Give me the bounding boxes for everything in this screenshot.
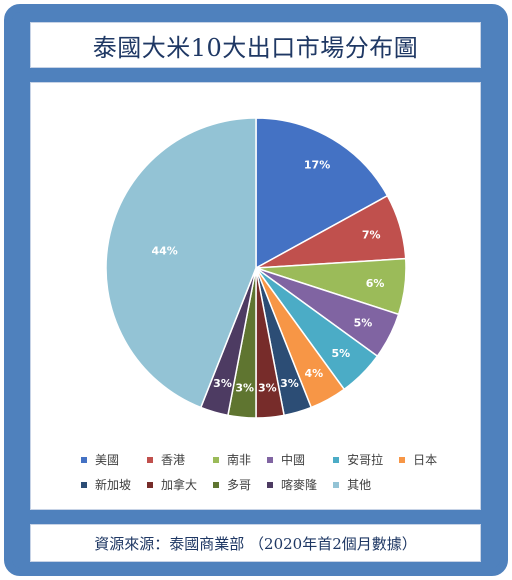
legend-label: 安哥拉 xyxy=(347,453,384,467)
legend-label: 香港 xyxy=(161,453,186,467)
legend-label: 新加坡 xyxy=(95,478,132,492)
source-panel: 資源來源：泰國商業部 （2020年首2個月數據） xyxy=(30,524,481,562)
legend-item-6: 新加坡 xyxy=(81,476,131,493)
data-label-5: 4% xyxy=(304,367,323,380)
legend-label: 美國 xyxy=(95,453,120,467)
legend-swatch xyxy=(147,481,154,488)
data-label-8: 3% xyxy=(235,381,254,394)
legend-label: 加拿大 xyxy=(161,478,198,492)
legend-item-0: 美國 xyxy=(81,451,131,468)
legend-item-3: 中國 xyxy=(267,451,317,468)
data-label-2: 6% xyxy=(366,277,385,290)
legend-label: 其他 xyxy=(347,478,372,492)
legend-swatch xyxy=(267,481,274,488)
legend-item-9: 喀麥隆 xyxy=(267,476,317,493)
data-label-10: 44% xyxy=(151,245,177,258)
data-label-4: 5% xyxy=(332,347,351,360)
legend-swatch xyxy=(213,481,220,488)
data-label-9: 3% xyxy=(213,377,232,390)
pie-chart: 17%7%6%5%5%4%3%3%3%3%44% xyxy=(105,117,407,419)
source-note: 資源來源：泰國商業部 （2020年首2個月數據） xyxy=(94,534,417,553)
chart-legend: 美國 香港 南非 中國 安哥拉 日本新加坡 加拿大 多哥 喀麥隆 其他 xyxy=(81,451,481,493)
data-label-7: 3% xyxy=(258,381,277,394)
legend-label: 南非 xyxy=(227,453,252,467)
legend-item-2: 南非 xyxy=(213,451,251,468)
legend-item-10: 其他 xyxy=(333,476,383,493)
legend-label: 日本 xyxy=(413,453,438,467)
legend-label: 中國 xyxy=(281,453,306,467)
legend-swatch xyxy=(333,481,340,488)
legend-swatch xyxy=(81,456,87,463)
legend-swatch xyxy=(213,456,220,463)
legend-item-8: 多哥 xyxy=(213,476,251,493)
legend-item-4: 安哥拉 xyxy=(333,451,383,468)
data-label-0: 17% xyxy=(304,159,330,172)
legend-swatch xyxy=(81,481,87,488)
legend-item-5: 日本 xyxy=(399,451,437,468)
data-label-6: 3% xyxy=(280,377,299,390)
pie-slice-0 xyxy=(255,117,389,270)
legend-swatch xyxy=(147,456,154,463)
pie-slice-10 xyxy=(105,117,257,409)
legend-label: 多哥 xyxy=(227,478,252,492)
legend-swatch xyxy=(333,456,340,463)
legend-swatch xyxy=(267,456,274,463)
legend-label: 喀麥隆 xyxy=(281,478,318,492)
legend-swatch xyxy=(399,456,406,463)
title-panel: 泰國大米10大出口市場分布圖 xyxy=(30,22,481,68)
legend-item-1: 香港 xyxy=(147,451,197,468)
data-label-1: 7% xyxy=(362,229,381,242)
chart-title: 泰國大米10大出口市場分布圖 xyxy=(92,33,419,62)
data-label-3: 5% xyxy=(354,316,373,329)
legend-item-7: 加拿大 xyxy=(147,476,197,493)
chart-panel: 17% 7% 6% 5% 5% 4% 3% 3% 3% 3% 44% 美國 香港 南非 中國 安哥拉 日本 新加… xyxy=(30,82,481,510)
